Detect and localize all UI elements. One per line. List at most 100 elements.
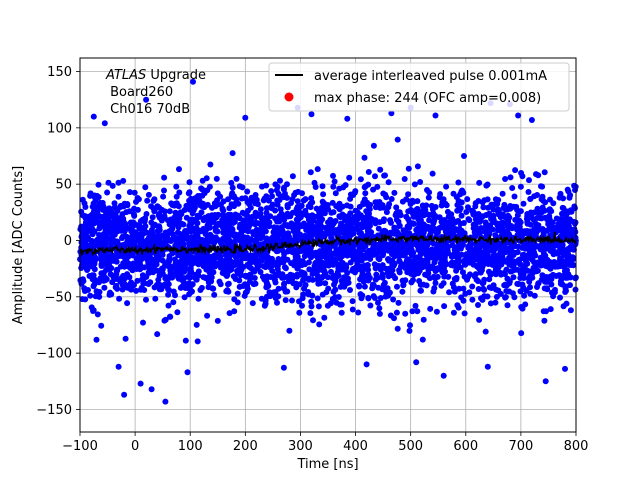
scatter-point <box>249 213 256 220</box>
scatter-point <box>530 216 537 223</box>
scatter-point <box>87 192 94 199</box>
scatter-point <box>161 174 168 181</box>
scatter-point <box>166 208 173 215</box>
scatter-point <box>286 248 293 254</box>
scatter-point <box>99 206 106 213</box>
scatter-point <box>149 214 156 221</box>
scatter-point <box>376 305 383 312</box>
scatter-point <box>304 212 311 219</box>
scatter-point <box>94 311 101 318</box>
x-tick-label: 700 <box>508 439 533 454</box>
scatter-point <box>507 174 514 181</box>
scatter-point <box>485 261 492 267</box>
scatter-point <box>173 183 180 190</box>
scatter-point <box>422 206 429 213</box>
scatter-point <box>553 215 560 222</box>
scatter-point <box>259 183 265 190</box>
scatter-point <box>297 231 304 238</box>
scatter-point <box>155 276 162 283</box>
scatter-point-outlier <box>562 365 568 372</box>
scatter-point <box>391 245 398 252</box>
annotation-atlas: ATLAS <box>105 68 146 83</box>
scatter-point <box>102 277 109 284</box>
scatter-point <box>302 196 309 203</box>
scatter-point <box>357 243 364 250</box>
scatter-point <box>260 197 267 204</box>
scatter-point <box>455 304 462 311</box>
scatter-point <box>298 210 305 217</box>
scatter-point <box>107 289 113 296</box>
scatter-point <box>93 203 100 210</box>
scatter-point <box>346 174 353 181</box>
scatter-point <box>242 239 249 246</box>
scatter-point <box>317 219 324 225</box>
legend-label-scatter: max phase: 244 (OFC amp=0.008) <box>314 91 541 106</box>
scatter-point <box>229 184 236 191</box>
scatter-point <box>539 193 546 200</box>
scatter-point <box>111 215 118 222</box>
scatter-point <box>274 266 281 273</box>
scatter-point <box>570 262 577 269</box>
scatter-point <box>234 290 241 297</box>
scatter-point <box>289 196 296 203</box>
scatter-point <box>359 222 366 229</box>
scatter-point <box>103 214 110 221</box>
scatter-point <box>299 295 306 302</box>
scatter-point <box>417 287 424 294</box>
scatter-point-outlier <box>280 364 287 371</box>
scatter-point <box>405 208 412 215</box>
average-pulse-line <box>79 231 576 257</box>
scatter-point <box>345 275 351 282</box>
scatter-point <box>458 212 465 219</box>
scatter-point <box>486 268 492 275</box>
scatter-point <box>213 212 220 219</box>
scatter-point <box>114 266 120 273</box>
scatter-point <box>281 217 288 223</box>
scatter-point <box>342 245 349 252</box>
scatter-point <box>312 249 319 256</box>
scatter-point <box>103 255 110 261</box>
scatter-point <box>157 241 164 248</box>
scatter-point <box>344 269 351 276</box>
scatter-point-outlier <box>242 114 249 121</box>
scatter-point <box>504 206 511 213</box>
scatter-point <box>526 278 533 285</box>
line-series <box>79 231 576 257</box>
scatter-point <box>473 276 480 283</box>
scatter-point <box>526 177 532 184</box>
scatter-point <box>466 257 473 264</box>
scatter-point <box>195 227 202 234</box>
scatter-point <box>298 248 305 254</box>
scatter-point <box>478 225 485 231</box>
scatter-point <box>567 307 574 314</box>
y-tick-label: −150 <box>36 403 72 418</box>
scatter-point <box>119 286 126 293</box>
scatter-point-outlier <box>542 378 549 385</box>
scatter-point <box>209 204 215 211</box>
scatter-point <box>510 262 517 269</box>
y-tick-label: 50 <box>55 178 72 193</box>
scatter-point <box>100 234 107 241</box>
scatter-series <box>77 78 579 405</box>
scatter-point-outlier <box>184 369 191 376</box>
scatter-point <box>493 286 500 293</box>
scatter-point <box>177 271 184 278</box>
scatter-point <box>432 265 439 272</box>
scatter-point <box>302 282 309 288</box>
scatter-point <box>223 218 230 225</box>
scatter-point <box>264 217 271 224</box>
scatter-point <box>126 189 133 196</box>
scatter-point <box>547 306 554 313</box>
scatter-point <box>522 301 529 308</box>
scatter-point <box>269 267 276 274</box>
scatter-point <box>208 278 215 285</box>
scatter-point <box>165 302 172 309</box>
scatter-point <box>566 194 573 201</box>
scatter-point <box>295 216 302 223</box>
scatter-point <box>246 221 253 228</box>
scatter-point <box>144 254 151 261</box>
scatter-point <box>490 206 497 213</box>
scatter-point <box>280 194 287 201</box>
scatter-point <box>509 185 516 191</box>
scatter-point <box>166 287 173 294</box>
